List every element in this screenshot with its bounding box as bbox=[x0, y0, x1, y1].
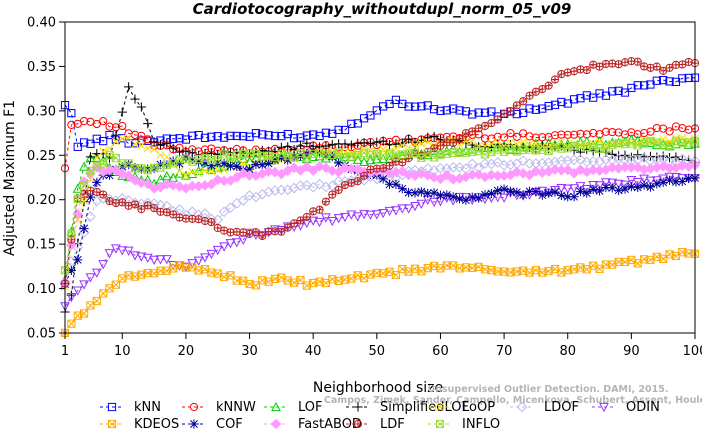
series-markers bbox=[60, 136, 700, 275]
series-markers bbox=[60, 172, 700, 312]
y-tick-label: 0.25 bbox=[27, 149, 56, 164]
x-tick-label: 80 bbox=[559, 344, 576, 359]
y-axis: 0.05 0.10 0.15 0.20 0.25 0.30 0.35 0.40 bbox=[27, 16, 65, 342]
y-tick-label: 0.10 bbox=[27, 282, 56, 297]
legend-label: kNN bbox=[134, 400, 161, 415]
series-markers bbox=[60, 82, 700, 317]
legend-label: SimplifiedLOF bbox=[380, 400, 469, 415]
x-tick-label: 40 bbox=[305, 344, 322, 359]
legend-label: LoOP bbox=[462, 400, 495, 415]
legend-label: KDEOS bbox=[134, 417, 179, 432]
x-axis-label: Neighborhood size bbox=[313, 380, 443, 396]
legend-label: COF bbox=[216, 417, 243, 432]
legend-item-ldf: LDF bbox=[346, 417, 405, 432]
legend-item-fastabod: FastABOD bbox=[264, 417, 362, 432]
x-tick-label: 70 bbox=[496, 344, 513, 359]
legend-item-lof: LOF bbox=[264, 400, 323, 415]
x-tick-label: 1 bbox=[61, 344, 69, 359]
legend-item-cof: COF bbox=[182, 417, 243, 432]
x-axis: 1 10 20 30 40 50 60 70 80 90 100 bbox=[61, 333, 702, 359]
x-tick-label: 60 bbox=[432, 344, 449, 359]
series-kdeos bbox=[60, 248, 700, 337]
legend-label: LOF bbox=[298, 400, 323, 415]
x-tick-label: 30 bbox=[241, 344, 258, 359]
x-tick-label: 90 bbox=[623, 344, 640, 359]
series-fastabod bbox=[59, 159, 701, 288]
series-markers bbox=[60, 248, 700, 337]
x-tick-label: 10 bbox=[114, 344, 131, 359]
legend-item-simplifiedlof: SimplifiedLOF bbox=[346, 400, 469, 415]
legend-item-inflo: INFLO bbox=[428, 417, 500, 432]
legend-item-knnw: kNNW bbox=[182, 400, 256, 415]
series-ldf bbox=[60, 57, 700, 288]
legend-item-loop: LoOP bbox=[428, 400, 495, 415]
watermark: Unsupervised Outlier Detection. DAMI, 20… bbox=[324, 384, 702, 406]
x-tick-label: 100 bbox=[683, 344, 702, 359]
series-line bbox=[64, 85, 696, 313]
watermark-line-2: Campos, Zimek, Sander, Campello, Micenko… bbox=[324, 395, 702, 406]
y-tick-label: 0.40 bbox=[27, 16, 56, 31]
chart-title: Cardiotocography_withoutdupl_norm_05_v09 bbox=[193, 0, 572, 18]
legend-item-knn: kNN bbox=[100, 400, 161, 415]
y-tick-label: 0.30 bbox=[27, 104, 56, 119]
series-markers bbox=[59, 159, 701, 288]
legend-label: INFLO bbox=[462, 417, 500, 432]
legend-item-ldof: LDOF bbox=[510, 400, 579, 415]
legend-item-odin: ODIN bbox=[592, 400, 660, 415]
legend-label: ODIN bbox=[626, 400, 660, 415]
watermark-line-1: Unsupervised Outlier Detection. DAMI, 20… bbox=[428, 384, 669, 395]
x-tick-label: 50 bbox=[369, 344, 386, 359]
y-tick-label: 0.35 bbox=[27, 60, 56, 75]
series-layer bbox=[59, 57, 701, 337]
legend-label: LDF bbox=[380, 417, 405, 432]
y-axis-label: Adjusted Maximum F1 bbox=[2, 100, 18, 256]
y-tick-label: 0.15 bbox=[27, 238, 56, 253]
y-tick-label: 0.20 bbox=[27, 193, 56, 208]
legend-item-kdeos: KDEOS bbox=[100, 417, 179, 432]
series-line bbox=[64, 176, 696, 307]
y-tick-label: 0.05 bbox=[27, 327, 56, 342]
plot-frame bbox=[64, 21, 696, 334]
legend-label: kNNW bbox=[216, 400, 256, 415]
x-tick-label: 20 bbox=[178, 344, 195, 359]
legend-label: FastABOD bbox=[298, 417, 362, 432]
series-line bbox=[64, 150, 696, 285]
series-line bbox=[64, 251, 696, 334]
series-odin bbox=[60, 172, 700, 312]
series-simplifiedlof bbox=[60, 82, 700, 317]
legend-label: LDOF bbox=[544, 400, 579, 415]
series-inflo bbox=[60, 136, 700, 275]
